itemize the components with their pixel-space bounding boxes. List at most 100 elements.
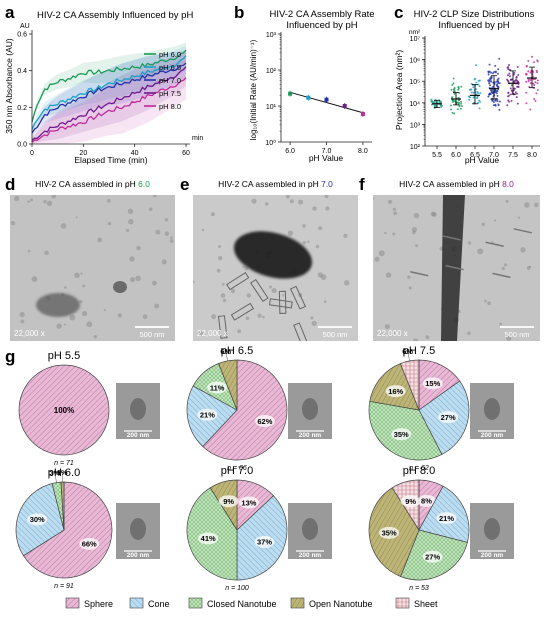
particle (14, 196, 20, 202)
particle (302, 240, 306, 245)
particle (93, 334, 97, 339)
particle (60, 223, 67, 229)
data-point (517, 86, 520, 89)
scale-bar-label: 500 nm (504, 330, 529, 339)
slice-label-bg (422, 377, 443, 390)
panel-g-letter: g (5, 347, 15, 366)
particle (467, 331, 471, 335)
data-point (432, 101, 435, 104)
nanotube (250, 278, 269, 303)
data-point (498, 100, 501, 103)
particle (411, 226, 418, 233)
legend-label: pH 8.0 (159, 102, 181, 111)
data-point (536, 82, 539, 85)
data-point (532, 78, 535, 81)
particle (325, 206, 330, 211)
x-tick-label: 7.0 (489, 152, 499, 159)
particle (154, 303, 160, 309)
legend-swatch (290, 597, 305, 609)
data-point (460, 85, 463, 88)
data-point (490, 91, 493, 94)
slice-label: 100% (54, 406, 74, 415)
nanotube (492, 272, 511, 279)
panel-c-title: HIV-2 CLP Size Distributions (414, 9, 535, 20)
data-point (532, 82, 535, 85)
data-point (517, 73, 520, 76)
particle (315, 244, 320, 249)
particle (82, 284, 86, 288)
micrograph-title: HIV-2 CA assembled in pH 6.0 (35, 179, 150, 189)
data-point (288, 91, 293, 96)
panel-b-letter: b (234, 3, 244, 22)
particle (392, 207, 396, 211)
particle (298, 199, 304, 205)
particle (392, 232, 396, 236)
data-point (513, 87, 516, 90)
series-line (31, 49, 187, 123)
data-point (489, 93, 492, 96)
data-point (496, 100, 499, 103)
particle (43, 199, 47, 204)
data-point (509, 78, 512, 81)
pie-slice (399, 359, 420, 411)
particle (152, 195, 157, 198)
data-point (474, 77, 477, 80)
data-point (451, 96, 454, 99)
particle (128, 218, 134, 225)
y-tick-label: 10¹ (266, 104, 277, 111)
data-point (495, 92, 498, 95)
particle (117, 313, 122, 318)
data-point (478, 107, 481, 110)
particle (56, 323, 62, 329)
data-point (532, 71, 535, 74)
slice-label: 8% (421, 497, 432, 506)
particle (242, 265, 245, 269)
particle (74, 272, 80, 279)
data-point (531, 55, 534, 58)
particle (289, 199, 294, 204)
slice-label: 11% (210, 383, 225, 392)
slice-label: 27% (425, 553, 440, 562)
particle (494, 219, 497, 222)
data-point (490, 89, 493, 92)
particle (374, 256, 380, 262)
data-point (494, 70, 497, 73)
pie-title: pH 8.0 (403, 465, 435, 477)
particle (221, 282, 225, 286)
slice-label: 62% (257, 417, 272, 426)
data-point (470, 88, 473, 91)
data-point (525, 80, 528, 83)
data-point (460, 100, 463, 103)
data-point (453, 87, 456, 90)
data-point (488, 63, 491, 66)
panel-c: c HIV-2 CLP Size Distributions Influence… (394, 3, 540, 165)
data-point (488, 82, 491, 85)
slice-label: 6% (402, 347, 413, 356)
particle (262, 315, 265, 319)
data-point (459, 107, 462, 110)
x-tick-label: 5.5 (432, 152, 442, 159)
data-point (525, 73, 528, 76)
y-tick-label: 10⁶ (409, 58, 420, 65)
magnification-label: 22,000 x (14, 329, 45, 338)
slice-label: 9% (405, 497, 416, 506)
panel-b-ylabel: log₁₀(Initial Rate (AU/min)⁻¹) (249, 39, 258, 140)
data-point (508, 64, 511, 67)
particle (27, 249, 31, 253)
panel-b-title-line2: Influenced by pH (286, 20, 357, 31)
y-tick-label: 10⁰ (265, 139, 276, 147)
legend-swatch (129, 597, 144, 609)
x-tick-label: 6.0 (285, 148, 295, 155)
slice-label-bg (198, 532, 219, 545)
data-point (536, 88, 539, 91)
particle (343, 233, 348, 239)
particle (230, 288, 236, 294)
particle (526, 265, 531, 270)
data-point (508, 72, 511, 75)
data-point (456, 108, 459, 111)
pie-pH-8-0: pH 8.0 8% 21% 27% 35% 9% n = 53 200 nm (368, 465, 514, 592)
data-point (527, 78, 530, 81)
particle (517, 216, 521, 220)
legend-label: Open Nanotube (309, 599, 373, 609)
data-point (498, 108, 501, 111)
